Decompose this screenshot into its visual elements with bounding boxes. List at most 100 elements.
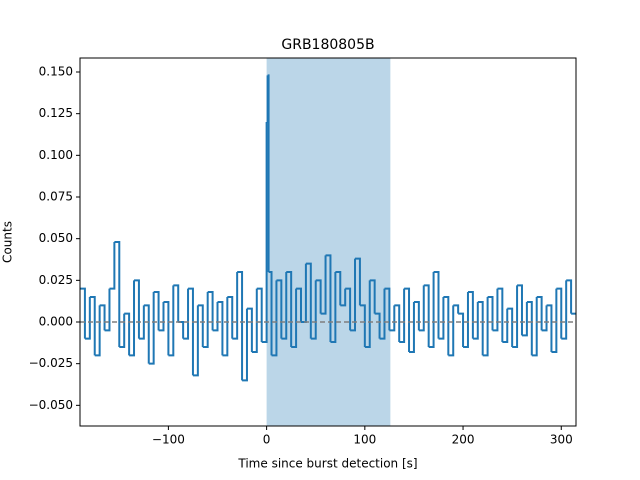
y-tick-label: 0.025	[39, 273, 73, 287]
step-segment	[472, 302, 479, 340]
step-segment	[296, 287, 302, 322]
step-segment	[428, 272, 435, 348]
y-tick-label: 0.050	[39, 231, 73, 245]
step-segment	[232, 272, 239, 340]
step-segment	[394, 304, 401, 342]
step-segment	[536, 296, 543, 331]
step-segment	[84, 297, 91, 340]
x-tick-label: 100	[353, 433, 376, 447]
step-segment	[197, 304, 204, 347]
step-segment	[359, 304, 366, 347]
y-tick-label: 0.150	[39, 65, 73, 79]
step-segment	[541, 305, 548, 332]
step-segment	[124, 312, 131, 356]
step-segment	[143, 304, 150, 364]
step-segment	[453, 304, 460, 314]
step-segment	[138, 305, 145, 340]
highlight-span	[266, 58, 391, 426]
x-tick-label: 0	[263, 433, 271, 447]
step-segment	[482, 297, 489, 357]
step-segment	[222, 297, 229, 357]
step-segment	[291, 288, 298, 348]
y-tick-label: −0.050	[29, 398, 73, 412]
step-segment	[315, 279, 322, 314]
step-segment	[266, 75, 269, 123]
step-segment	[389, 305, 396, 332]
step-segment	[109, 242, 116, 290]
step-segment	[467, 291, 474, 339]
step-segment	[267, 74, 270, 272]
step-segment	[374, 312, 381, 339]
step-segment	[448, 305, 455, 357]
step-segment	[276, 279, 283, 339]
x-tick-label: 300	[550, 433, 573, 447]
step-segment	[364, 280, 371, 348]
step-segment	[507, 307, 514, 347]
step-segment	[413, 301, 420, 331]
step-segment	[497, 287, 504, 342]
step-segment	[458, 312, 465, 347]
step-segment	[242, 308, 248, 382]
step-segment	[173, 284, 180, 322]
step-segment	[202, 292, 209, 348]
step-segment	[251, 288, 258, 353]
step-segment	[379, 288, 386, 340]
step-segment	[561, 280, 568, 340]
step-segment	[551, 288, 558, 353]
step-segment	[178, 321, 185, 339]
step-segment	[104, 288, 111, 332]
x-tick-label: 200	[452, 433, 475, 447]
step-segment	[443, 296, 450, 356]
step-segment	[281, 272, 288, 340]
step-segment	[492, 288, 499, 332]
y-tick-label: 0.000	[39, 315, 73, 329]
y-tick-label: 0.125	[39, 106, 73, 120]
step-segment	[217, 301, 224, 356]
step-segment	[546, 304, 553, 352]
step-segment	[168, 285, 175, 357]
step-segment	[433, 271, 440, 339]
step-segment	[261, 122, 268, 343]
step-segment	[409, 302, 415, 353]
step-segment	[340, 288, 347, 307]
y-axis-label: Counts	[1, 221, 15, 263]
y-tick-label: 0.100	[39, 148, 73, 162]
step-segment	[188, 287, 194, 376]
step-segment	[271, 280, 278, 357]
plot-frame	[79, 57, 577, 427]
step-segment	[158, 302, 165, 332]
step-segment	[268, 271, 273, 356]
step-segment	[207, 291, 214, 331]
step-segment	[114, 241, 121, 347]
step-segment	[355, 257, 361, 306]
step-segment	[512, 285, 519, 348]
step-segment	[566, 279, 573, 314]
step-segment	[369, 279, 376, 314]
step-segment	[477, 301, 484, 356]
step-segment	[418, 285, 425, 332]
step-segment	[463, 292, 469, 348]
chart-title: GRB180805B	[281, 37, 374, 53]
y-tick-label: −0.025	[29, 356, 73, 370]
step-segment	[325, 254, 332, 342]
step-segment	[163, 301, 170, 356]
step-segment	[330, 272, 337, 343]
step-segment	[320, 255, 327, 315]
step-segment	[531, 297, 538, 357]
step-segment	[148, 292, 155, 365]
step-segment	[89, 296, 96, 356]
step-segment	[153, 291, 160, 331]
step-segment	[438, 297, 445, 340]
step-segment	[310, 280, 317, 340]
step-segment	[517, 284, 523, 336]
step-segment	[227, 296, 234, 339]
step-segment	[404, 287, 411, 352]
step-segment	[345, 287, 352, 331]
step-segment	[423, 284, 430, 347]
x-axis-label: Time since burst detection [s]	[237, 457, 417, 471]
step-segment	[237, 271, 244, 381]
step-segment	[246, 307, 253, 352]
step-segment	[212, 302, 219, 332]
step-segment	[192, 305, 199, 377]
